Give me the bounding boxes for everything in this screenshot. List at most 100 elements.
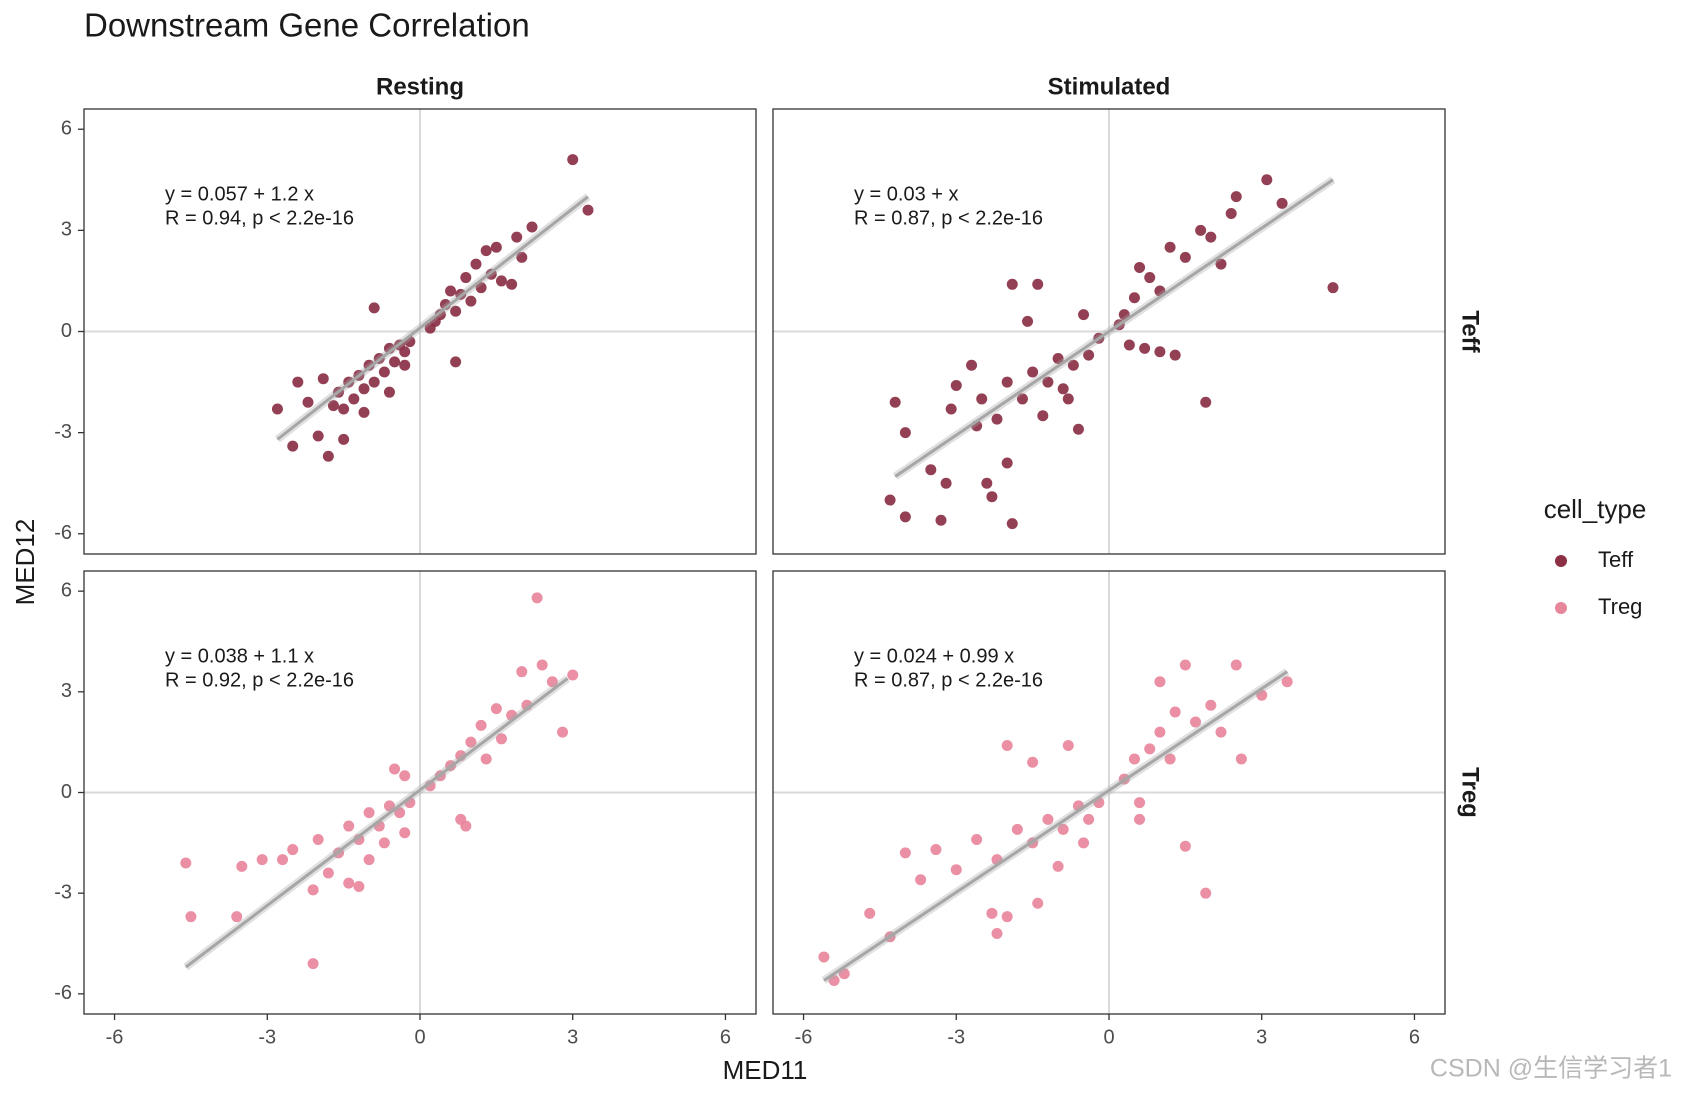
x-tick-label: 3 <box>1256 1026 1267 1048</box>
point <box>1276 197 1288 209</box>
x-axis-label: MED11 <box>723 1055 808 1085</box>
y-tick-label: -6 <box>54 522 72 544</box>
point <box>1016 393 1028 405</box>
point <box>899 511 911 523</box>
point <box>838 968 850 980</box>
point <box>950 379 962 391</box>
facet-row-label: Teff <box>1457 310 1484 353</box>
point <box>490 241 502 253</box>
point <box>864 907 876 919</box>
point <box>475 282 487 294</box>
point <box>557 726 569 738</box>
point <box>511 231 523 243</box>
point <box>322 867 334 879</box>
point <box>1134 797 1146 809</box>
legend-marker <box>1555 602 1567 614</box>
point <box>516 251 528 263</box>
point <box>1052 860 1064 872</box>
point <box>231 911 243 923</box>
fit-line <box>823 670 1289 982</box>
legend-title: cell_type <box>1544 494 1647 524</box>
point <box>899 427 911 439</box>
point <box>1022 315 1034 327</box>
annotation: R = 0.87, p < 2.2e-16 <box>854 207 1043 229</box>
point <box>490 703 502 715</box>
point <box>1006 278 1018 290</box>
annotation: y = 0.024 + 0.99 x <box>854 645 1014 667</box>
point <box>546 676 558 688</box>
point <box>1215 726 1227 738</box>
point <box>327 400 339 412</box>
point <box>1083 813 1095 825</box>
point <box>358 383 370 395</box>
x-tick-label: -6 <box>795 1026 813 1048</box>
point <box>465 295 477 307</box>
point <box>394 807 406 819</box>
panel-border <box>772 108 1446 555</box>
point <box>312 430 324 442</box>
point <box>277 854 289 866</box>
point <box>935 514 947 526</box>
point <box>1164 753 1176 765</box>
point <box>1261 174 1273 186</box>
point <box>1215 258 1227 270</box>
point <box>1144 743 1156 755</box>
point <box>1235 753 1247 765</box>
x-tick-label: 0 <box>1103 1026 1114 1048</box>
point <box>338 433 350 445</box>
x-tick-label: -6 <box>106 1026 124 1048</box>
point <box>1118 309 1130 321</box>
point <box>495 733 507 745</box>
legend-label: Treg <box>1598 594 1642 619</box>
point <box>348 393 360 405</box>
x-tick-label: 6 <box>1409 1026 1420 1048</box>
point <box>363 854 375 866</box>
point <box>1001 740 1013 752</box>
point <box>1281 676 1293 688</box>
point <box>516 666 528 678</box>
annotation: R = 0.87, p < 2.2e-16 <box>854 669 1043 691</box>
point <box>1169 349 1181 361</box>
point <box>1195 224 1207 236</box>
point <box>1042 813 1054 825</box>
point <box>582 204 594 216</box>
point <box>1128 292 1140 304</box>
point <box>1134 813 1146 825</box>
point <box>1179 840 1191 852</box>
point <box>465 736 477 748</box>
point <box>368 376 380 388</box>
point <box>1179 659 1191 671</box>
point <box>945 403 957 415</box>
x-tick-label: 0 <box>414 1026 425 1048</box>
point <box>1078 309 1090 321</box>
point <box>236 860 248 872</box>
point <box>378 366 390 378</box>
point <box>567 154 579 166</box>
point <box>1230 659 1242 671</box>
point <box>368 302 380 314</box>
point <box>480 245 492 257</box>
watermark: CSDN @生信学习者1 <box>1430 1055 1672 1083</box>
point <box>470 258 482 270</box>
y-tick-label: 0 <box>61 781 72 803</box>
point <box>976 393 988 405</box>
point <box>383 800 395 812</box>
point <box>971 833 983 845</box>
point <box>1032 278 1044 290</box>
point <box>480 753 492 765</box>
point <box>1190 716 1202 728</box>
y-tick-label: -3 <box>54 421 72 443</box>
point <box>1205 699 1217 711</box>
y-tick-label: 0 <box>61 320 72 342</box>
point <box>475 719 487 731</box>
point <box>399 827 411 839</box>
point <box>899 847 911 859</box>
fit-line <box>276 195 589 441</box>
point <box>1200 396 1212 408</box>
point <box>1123 339 1135 351</box>
point <box>1057 823 1069 835</box>
point <box>185 911 197 923</box>
legend-label: Teff <box>1598 547 1634 572</box>
point <box>1154 726 1166 738</box>
